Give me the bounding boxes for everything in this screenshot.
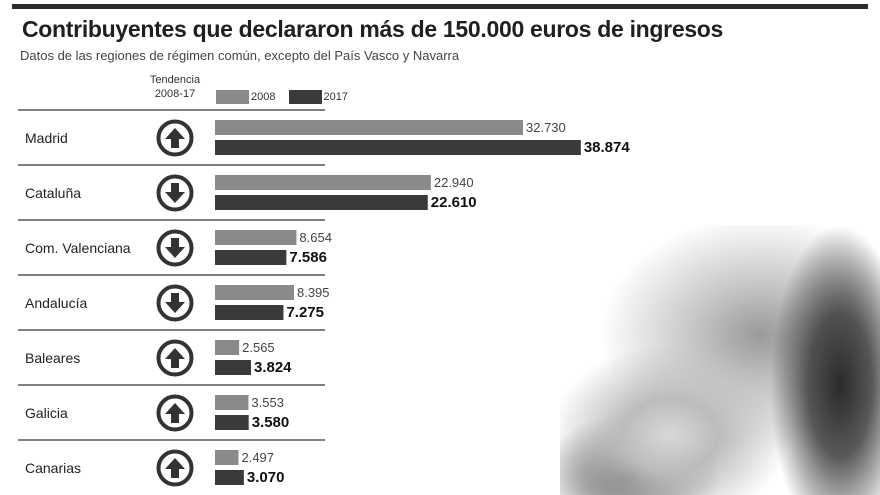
category-label-cataluna: Cataluña: [25, 185, 81, 201]
arrow-up-icon: [156, 449, 194, 487]
bar-2017-andalucia: [215, 305, 284, 320]
value-label-2017-com-valenciana: 7.586: [289, 249, 327, 266]
arrow-up-icon: [156, 339, 194, 377]
value-label-2008-galicia: 3.553: [251, 395, 284, 410]
value-label-2017-baleares: 3.824: [254, 359, 292, 376]
value-label-2017-canarias: 3.070: [247, 469, 285, 486]
chart-title: Contribuyentes que declararon más de 150…: [22, 16, 724, 42]
trend-header: Tendencia 2008-17: [130, 73, 220, 101]
value-label-2008-andalucia: 8.395: [297, 285, 330, 300]
trend-header-line-1: Tendencia: [149, 74, 201, 86]
bar-2017-com-valenciana: [215, 250, 287, 265]
bar-2017-cataluna: [215, 195, 428, 210]
trend-header-line-2: 2008-17: [154, 88, 196, 100]
legend-swatch-2008: [216, 90, 249, 104]
category-label-madrid: Madrid: [25, 130, 68, 146]
arrow-up-icon: [156, 394, 194, 432]
legend-item-2017: 2017: [288, 90, 349, 104]
legend-label-2017: 2017: [323, 90, 349, 103]
bar-2008-com-valenciana: [215, 230, 297, 245]
value-label-2008-com-valenciana: 8.654: [299, 230, 332, 245]
value-label-2008-baleares: 2.565: [242, 340, 275, 355]
value-label-2008-cataluna: 22.940: [434, 175, 474, 190]
category-label-com-valenciana: Com. Valenciana: [25, 240, 131, 256]
category-label-baleares: Baleares: [25, 350, 80, 366]
legend: 2008 2017: [216, 90, 358, 104]
bar-2017-madrid: [215, 140, 581, 155]
category-label-canarias: Canarias: [25, 460, 81, 476]
chart-subtitle: Datos de las regiones de régimen común, …: [20, 48, 460, 63]
bar-2017-baleares: [215, 360, 251, 375]
bar-2017-canarias: [215, 470, 244, 485]
arrow-down-icon: [156, 229, 194, 267]
category-label-andalucia: Andalucía: [25, 295, 87, 311]
arrow-down-icon: [156, 284, 194, 322]
bar-2008-galicia: [215, 395, 249, 410]
value-label-2017-galicia: 3.580: [252, 414, 290, 431]
value-label-2017-andalucia: 7.275: [286, 304, 324, 321]
bar-2008-cataluna: [215, 175, 431, 190]
value-label-2008-madrid: 32.730: [526, 120, 566, 135]
legend-label-2008: 2008: [251, 90, 276, 103]
arrow-down-icon: [156, 174, 194, 212]
bar-2008-andalucia: [215, 285, 294, 300]
top-rule: [12, 4, 868, 9]
legend-item-2008: 2008: [216, 90, 275, 104]
background-photo: [560, 225, 880, 495]
value-label-2017-cataluna: 22.610: [431, 194, 477, 211]
category-label-galicia: Galicia: [25, 405, 68, 421]
bar-2008-baleares: [215, 340, 240, 355]
bar-2008-madrid: [215, 120, 523, 135]
bar-2017-galicia: [215, 415, 249, 430]
bar-2008-canarias: [215, 450, 239, 465]
value-label-2008-canarias: 2.497: [241, 450, 274, 465]
legend-swatch-2017: [288, 90, 322, 104]
arrow-up-icon: [156, 119, 194, 157]
value-label-2017-madrid: 38.874: [584, 139, 631, 156]
